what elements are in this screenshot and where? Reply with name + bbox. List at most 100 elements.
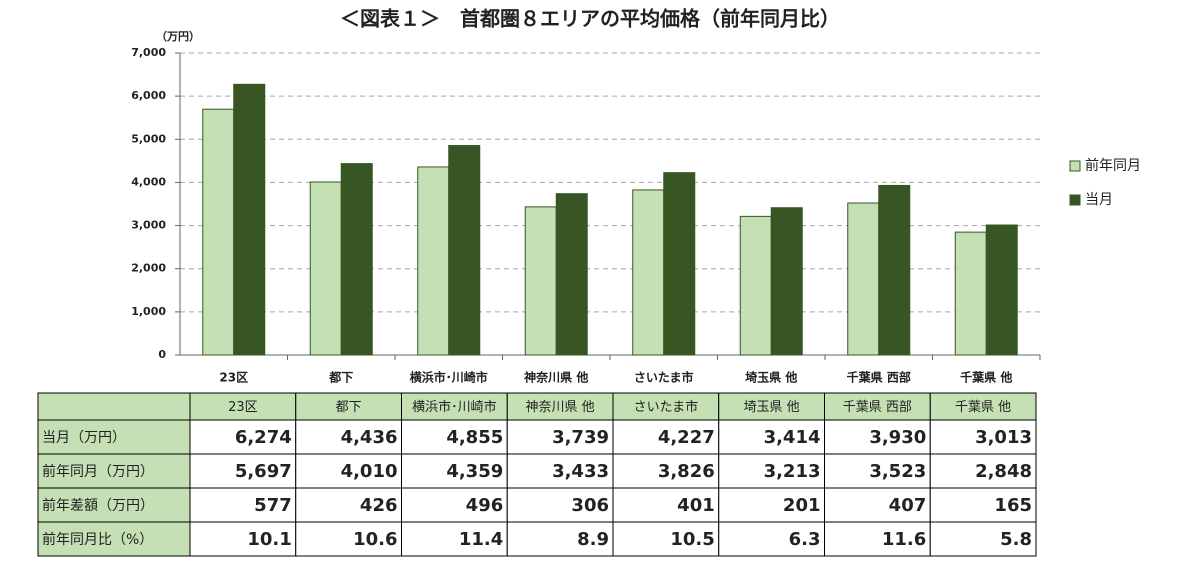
legend-label: 当月 [1085,192,1113,208]
x-tick-label: さいたま市 [634,370,694,385]
table-cell [718,392,825,421]
x-tick-label: 神奈川県 他 [524,370,588,385]
table-cell [37,487,191,523]
table-value: 10.6 [353,529,397,550]
bar [340,163,373,356]
bar [985,224,1018,356]
y-axis-label: （万円） [156,30,200,43]
table-cell [37,392,191,421]
table-cell [612,453,720,489]
table-value: 4,436 [341,427,398,448]
y-tick-label: 7,000 [131,46,166,59]
table-value: 2,848 [975,461,1032,482]
bar [233,83,266,356]
table-value: 6,274 [235,427,292,448]
table-cell [506,453,614,489]
x-tick-label: 横浜市･川崎市 [410,370,488,385]
bar [770,207,803,356]
table-value: 4,227 [658,427,715,448]
table-cell [718,453,825,489]
table-cell [929,521,1037,557]
table-value: 11.4 [459,529,503,550]
table-value: 3,826 [658,461,715,482]
x-tick-label: 千葉県 西部 [847,370,911,385]
legend-label: 前年同月 [1085,157,1141,174]
bar [524,206,557,356]
bar [417,166,450,356]
table-cell [718,521,825,557]
bar [448,145,481,356]
table-value: 10.1 [247,529,291,550]
table-header: さいたま市 [634,399,699,415]
bar [555,193,588,356]
table-cell [929,392,1037,421]
y-tick-label: 1,000 [131,305,166,318]
table-cell [37,453,191,489]
table-header: 千葉県 西部 [843,400,912,415]
table-header: 千葉県 他 [955,400,1011,415]
table-value: 426 [360,495,398,516]
bar [878,184,911,356]
table-cell [929,419,1037,455]
table-value: 3,013 [975,427,1032,448]
legend-swatch [1069,194,1081,206]
row-label: 当月（万円） [42,430,126,446]
table-header: 横浜市･川崎市 [412,399,497,415]
table-cell [401,521,508,557]
table-header: 23区 [228,400,258,415]
table-value: 3,213 [764,461,821,482]
table-value: 4,359 [446,461,503,482]
y-tick-label: 5,000 [131,132,166,145]
x-tick-label: 都下 [328,370,353,385]
chart-title: ＜図表１＞ 首都圏８エリアの平均価格（前年同月比） [340,7,840,31]
table-value: 8.9 [577,529,609,550]
table-value: 4,010 [341,461,398,482]
table-value: 5,697 [235,461,292,482]
table-value: 5.8 [1000,529,1032,550]
y-tick-label: 6,000 [131,89,166,102]
table-value: 3,414 [764,427,821,448]
table-value: 3,930 [869,427,926,448]
legend-swatch [1069,160,1081,172]
table-value: 11.6 [882,529,926,550]
table-value: 10.5 [670,529,714,550]
table-value: 401 [677,495,715,516]
table-cell [295,392,402,421]
table-value: 6.3 [789,529,821,550]
table-header: 神奈川県 他 [526,400,595,415]
table-cell [189,419,297,455]
y-tick-label: 2,000 [131,262,166,275]
table-header: 都下 [336,400,362,415]
table-value: 165 [994,495,1032,516]
table-value: 3,433 [552,461,609,482]
table-cell [612,419,720,455]
bar [663,172,696,356]
x-tick-label: 埼玉県 他 [745,370,797,385]
table-cell [824,419,931,455]
row-label: 前年同月（万円） [42,463,154,480]
table-cell [929,453,1037,489]
table-cell [929,487,1037,523]
bar [202,108,235,356]
table-cell [401,419,508,455]
row-label: 前年同月比（%） [42,531,153,548]
table-cell [612,487,720,523]
table-cell [718,419,825,455]
table-cell [295,521,402,557]
table-cell [506,521,614,557]
row-label: 前年差額（万円） [42,497,154,514]
table-cell [506,419,614,455]
x-tick-label: 23区 [219,371,248,385]
bar [632,189,665,356]
table-cell [506,487,614,523]
y-tick-label: 4,000 [131,175,166,188]
y-tick-label: 3,000 [131,219,166,232]
table-value: 407 [889,495,927,516]
table-cell [824,453,931,489]
table-value: 3,523 [869,461,926,482]
table-value: 3,739 [552,427,609,448]
table-value: 201 [783,495,821,516]
bar [739,215,772,356]
table-value: 4,855 [446,427,503,448]
